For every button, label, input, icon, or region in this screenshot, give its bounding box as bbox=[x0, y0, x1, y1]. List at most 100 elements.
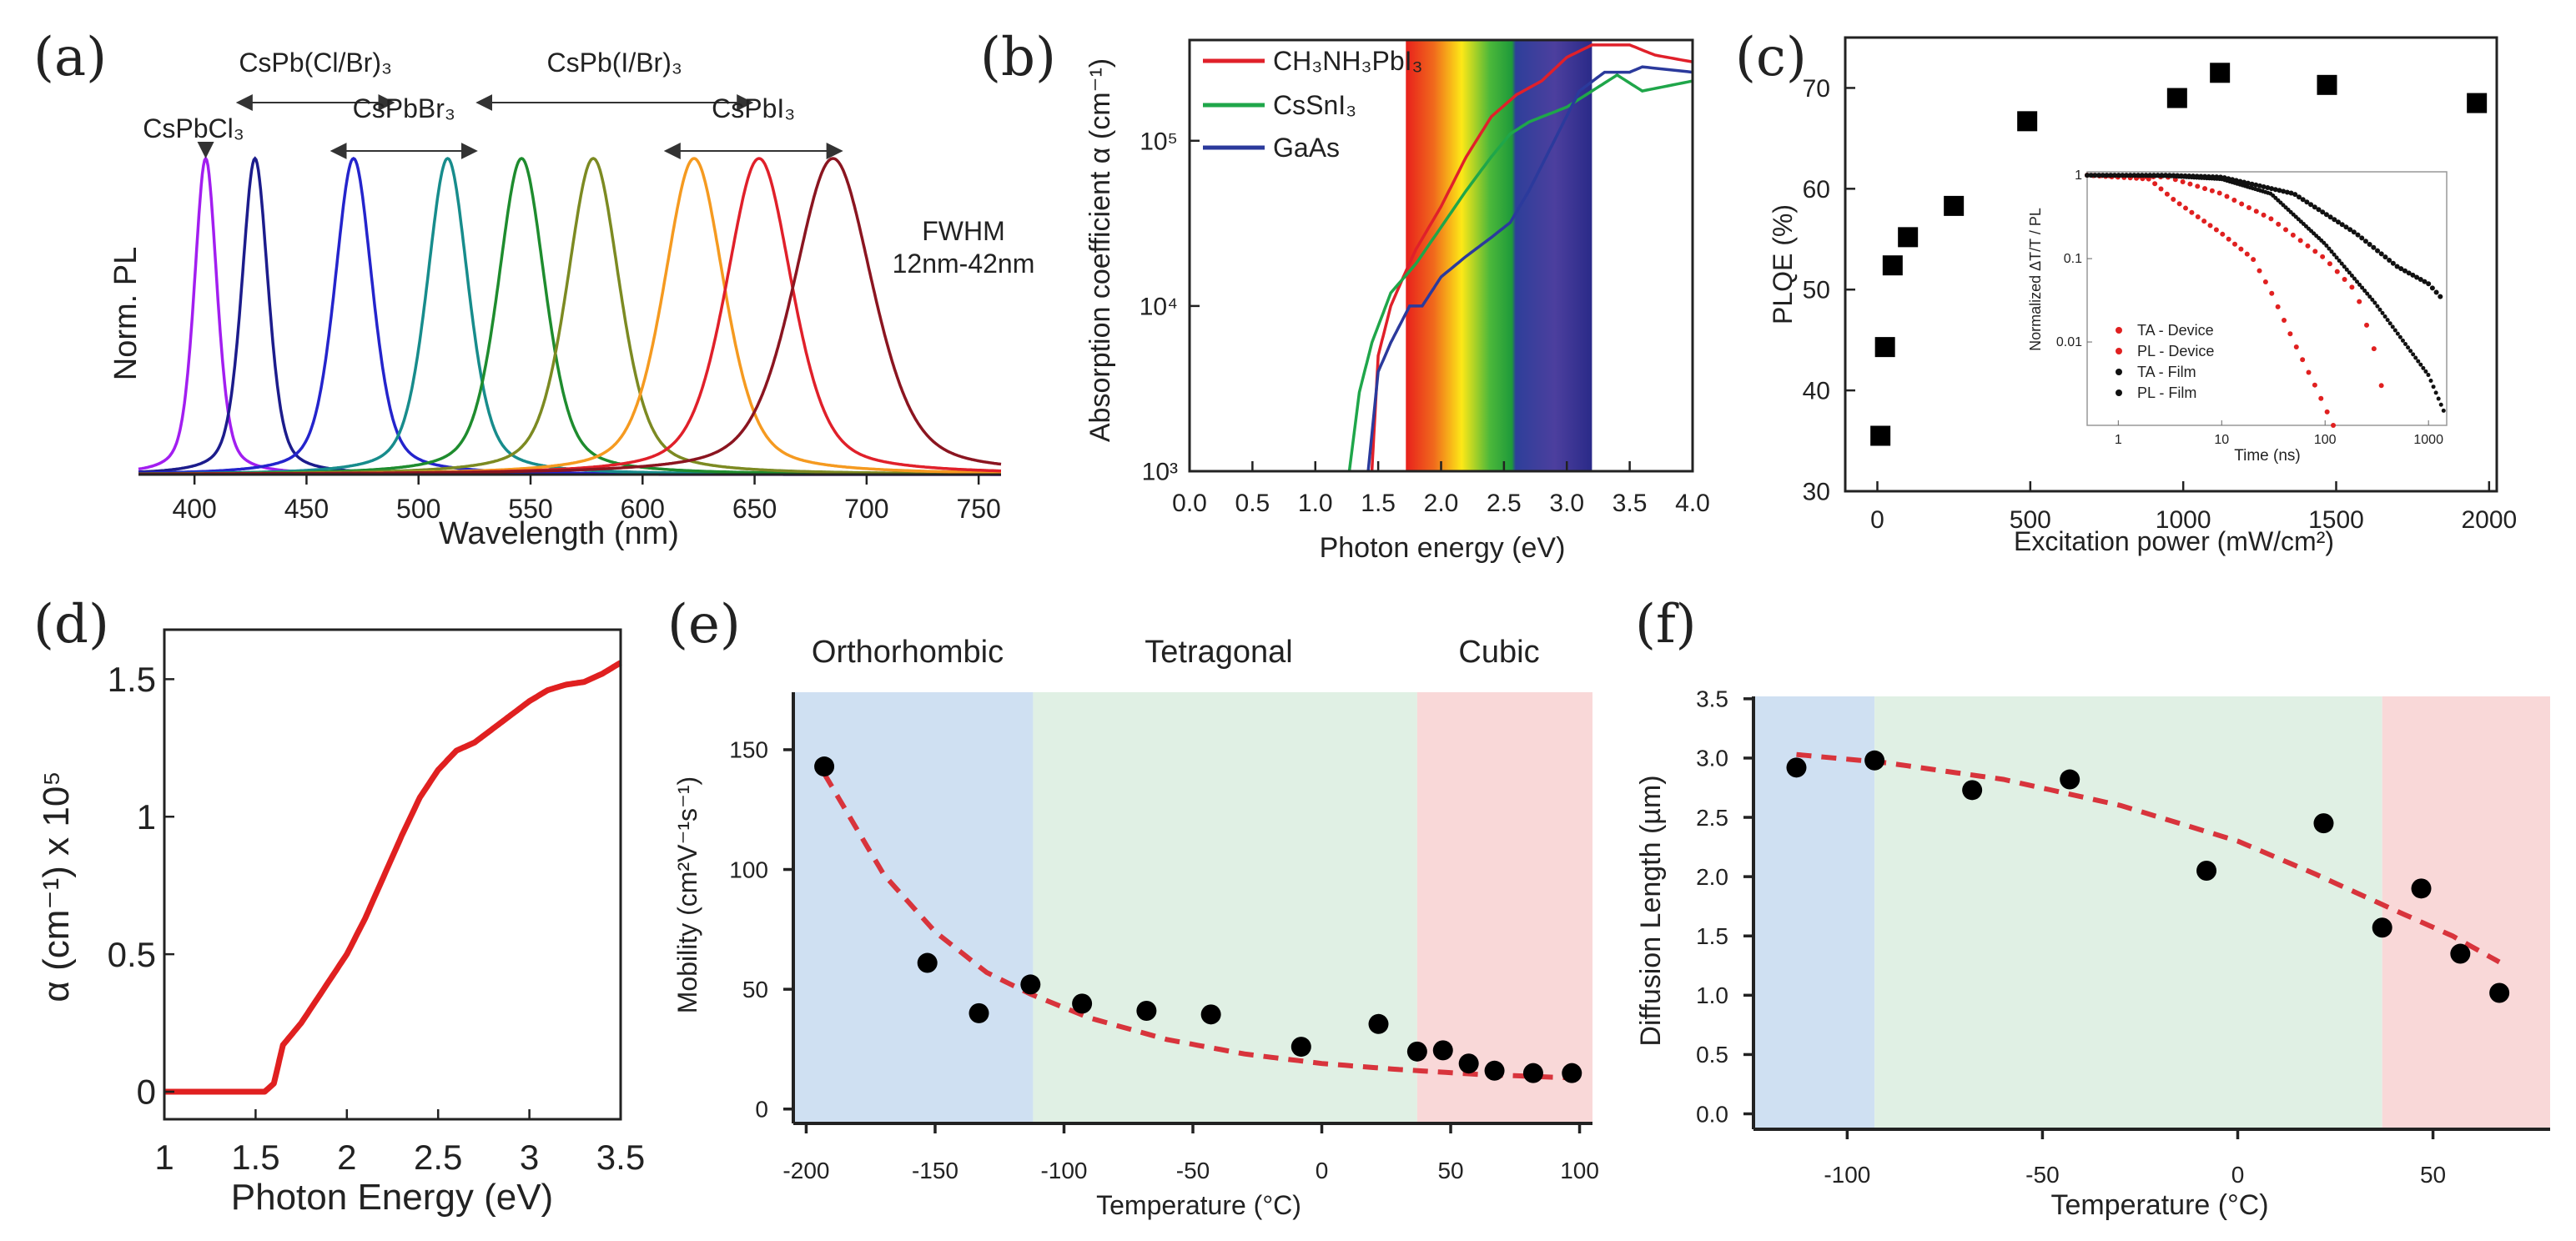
inset-data-point bbox=[2249, 181, 2255, 187]
inset-data-point bbox=[2429, 285, 2435, 291]
inset-data-point bbox=[2195, 214, 2201, 219]
inset-data-point bbox=[2158, 186, 2164, 192]
data-point bbox=[814, 756, 835, 777]
inset-data-point bbox=[2180, 178, 2186, 184]
inset-data-point bbox=[2251, 257, 2257, 263]
inset-data-point bbox=[2441, 408, 2446, 413]
x-tick-label: 0 bbox=[1316, 1158, 1329, 1183]
inset-data-point bbox=[2408, 349, 2413, 354]
legend-label: CH₃NH₃PbI₃ bbox=[1273, 46, 1423, 76]
inset-y-tick-label: 0.01 bbox=[2056, 335, 2082, 349]
inset-data-point bbox=[2387, 257, 2392, 263]
inset-data-point bbox=[2217, 174, 2223, 180]
inset-data-point bbox=[2312, 204, 2317, 210]
inset-data-point bbox=[2244, 251, 2250, 257]
inset-x-tick-label: 100 bbox=[2314, 433, 2337, 447]
data-point bbox=[1786, 757, 1807, 778]
panel-f-diffusion: -100 -50 0 50 0.0 0.5 1.0 1.5 2.0 2.5 3.0 3.5 Temper… bbox=[1635, 594, 2550, 1221]
pl-spectrum-curve bbox=[138, 157, 1001, 475]
legend-marker bbox=[2116, 369, 2122, 375]
inset-data-point bbox=[2272, 187, 2278, 193]
fwhm-range-label: 12nm-42nm bbox=[893, 249, 1035, 279]
inset-data-point bbox=[2380, 310, 2385, 315]
legend-marker bbox=[2116, 348, 2122, 354]
inset-data-point bbox=[2337, 258, 2342, 263]
inset-data-point bbox=[2371, 346, 2377, 352]
plqe-data-point bbox=[1874, 337, 1895, 358]
x-tick-label: 650 bbox=[732, 494, 777, 524]
inset-data-point bbox=[2306, 369, 2312, 375]
inset-frame bbox=[2086, 171, 2448, 426]
inset-data-point bbox=[2422, 279, 2428, 284]
inset-data-point bbox=[2139, 173, 2145, 178]
inset-data-point bbox=[2231, 197, 2237, 203]
x-tick-label: -50 bbox=[2025, 1162, 2059, 1188]
absorption-curve bbox=[1347, 73, 1693, 471]
fit-curve bbox=[1796, 751, 2501, 965]
inset-data-point bbox=[2327, 261, 2332, 267]
inset-data-point bbox=[2342, 276, 2347, 282]
phase-region bbox=[1033, 692, 1417, 1123]
inset-data-point bbox=[2359, 235, 2365, 241]
inset-data-point bbox=[2287, 331, 2293, 337]
y-tick-label: 1.5 bbox=[108, 660, 156, 699]
panel-label: (f) bbox=[1635, 594, 1697, 656]
inset-data-point bbox=[2257, 183, 2262, 188]
y-tick-label: 50 bbox=[742, 977, 768, 1002]
inset-legend-label: PL - Film bbox=[2137, 384, 2196, 401]
data-point bbox=[1368, 1013, 1389, 1034]
inset-data-point bbox=[2171, 173, 2176, 178]
x-tick-label: 700 bbox=[844, 494, 888, 524]
inset-data-point bbox=[2202, 186, 2208, 192]
x-tick-label: 100 bbox=[1560, 1158, 1599, 1183]
inset-legend-label: PL - Device bbox=[2137, 343, 2214, 359]
plqe-data-point bbox=[2317, 74, 2337, 95]
x-tick-label: 600 bbox=[621, 494, 665, 524]
inset-data-point bbox=[2426, 281, 2432, 287]
inset-data-point bbox=[2436, 396, 2441, 401]
inset-data-point bbox=[2198, 173, 2204, 179]
inset-data-point bbox=[2277, 188, 2282, 193]
inset-data-point bbox=[2296, 194, 2302, 200]
inset-data-point bbox=[2398, 266, 2404, 272]
x-tick-label: 3.0 bbox=[1549, 490, 1584, 517]
plqe-data-point bbox=[1882, 255, 1903, 276]
inset-data-point bbox=[2327, 246, 2332, 251]
data-point bbox=[1962, 780, 1983, 801]
panel-label: (c) bbox=[1735, 27, 1807, 88]
data-point bbox=[1522, 1063, 1543, 1083]
x-tick-label: -100 bbox=[1040, 1158, 1087, 1183]
legend-marker bbox=[2116, 389, 2122, 396]
inset-data-point bbox=[2324, 243, 2329, 248]
inset-data-point bbox=[2305, 243, 2311, 249]
inset-data-point bbox=[2364, 322, 2370, 328]
x-tick-label: 0.0 bbox=[1172, 490, 1207, 517]
inset-data-point bbox=[2402, 268, 2407, 274]
plot-frame bbox=[1844, 36, 2498, 493]
x-tick-label: -150 bbox=[912, 1158, 958, 1183]
data-point bbox=[1484, 1060, 1505, 1081]
inset-y-tick-label: 0.1 bbox=[2064, 252, 2082, 266]
inset-data-point bbox=[2331, 423, 2337, 428]
inset-data-point bbox=[2190, 173, 2196, 179]
inset-data-point bbox=[2155, 173, 2161, 178]
pl-spectrum-curve bbox=[138, 156, 1001, 476]
inset-data-point bbox=[2143, 173, 2149, 178]
y-axis-label: Diffusion Length (µm) bbox=[1635, 775, 1667, 1046]
inset-data-point bbox=[2377, 307, 2382, 312]
inset-data-point bbox=[2164, 191, 2170, 197]
x-tick-label: 500 bbox=[2010, 506, 2051, 534]
inset-data-point bbox=[2312, 249, 2318, 254]
data-point bbox=[2060, 769, 2080, 790]
inset-x-tick-label: 1000 bbox=[2413, 433, 2443, 447]
x-axis-label: Temperature (°C) bbox=[2050, 1189, 2268, 1221]
phase-label: Orthorhombic bbox=[812, 635, 1004, 670]
x-tick-label: 2.5 bbox=[414, 1138, 462, 1177]
phase-region bbox=[2382, 696, 2550, 1129]
inset-data-point bbox=[2378, 251, 2384, 257]
inset-data-point bbox=[2194, 173, 2200, 179]
y-tick-label: 40 bbox=[1803, 378, 1830, 405]
inset-data-point bbox=[2171, 196, 2176, 202]
inset-data-point bbox=[2365, 291, 2370, 296]
inset-data-point bbox=[2085, 173, 2090, 178]
